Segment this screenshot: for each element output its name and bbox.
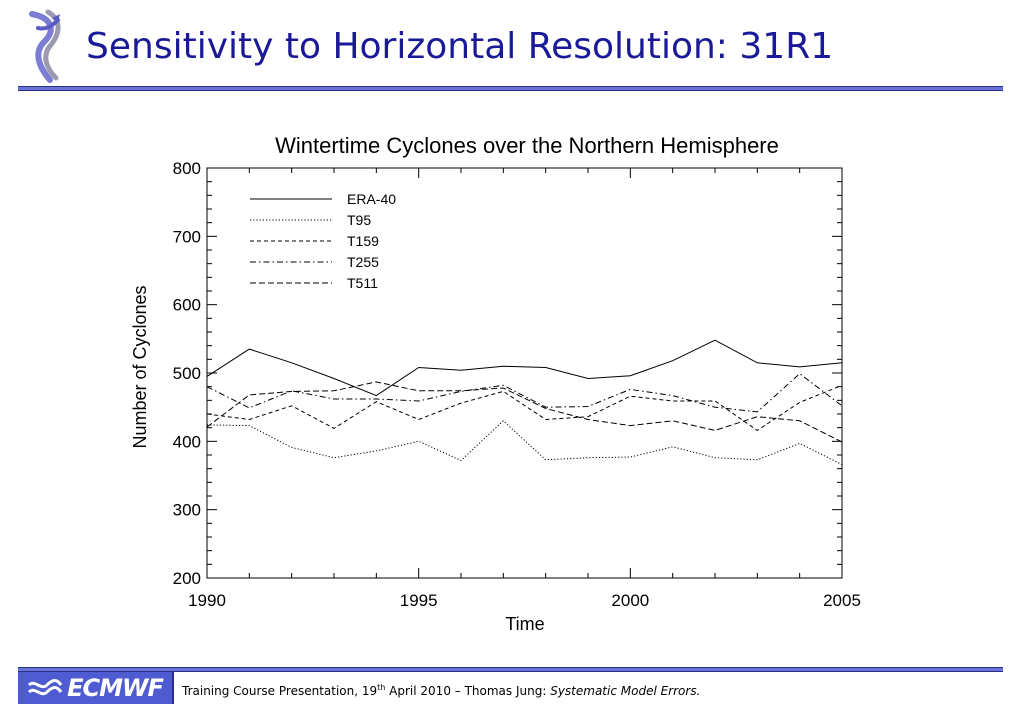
x-tick-label: 2005 — [823, 591, 861, 610]
legend-label-t511: T511 — [347, 275, 378, 291]
legend-label-era-40: ERA-40 — [347, 191, 396, 207]
footer-credit: Training Course Presentation, 19th April… — [182, 683, 700, 698]
ecmwf-swirl-logo-icon — [29, 9, 61, 83]
x-tick-label: 2000 — [611, 591, 649, 610]
y-tick-label: 400 — [173, 432, 201, 451]
x-axis-label: Time — [505, 614, 544, 634]
footer-credit-italic: Systematic Model Errors. — [550, 684, 701, 698]
series-line-t95 — [206, 420, 843, 466]
x-tick-label: 1990 — [188, 591, 226, 610]
legend-label-t255: T255 — [347, 254, 379, 270]
chart-title: Wintertime Cyclones over the Northern He… — [275, 133, 779, 158]
header-divider — [18, 86, 1003, 91]
slide-title: Sensitivity to Horizontal Resolution: 31… — [86, 26, 834, 67]
y-tick-label: 700 — [173, 227, 201, 246]
ecmwf-footer-logo: ECMWF — [18, 672, 174, 704]
plot-frame — [206, 167, 843, 579]
legend-label-t95: T95 — [347, 212, 371, 228]
cyclone-line-chart: Wintertime Cyclones over the Northern He… — [130, 133, 861, 634]
series-line-t511 — [206, 381, 843, 443]
y-axis-label: Number of Cyclones — [130, 285, 150, 448]
series-line-era-40 — [206, 339, 843, 397]
footer-credit-main: Training Course Presentation, 19 — [182, 684, 378, 698]
series-line-t255 — [206, 373, 843, 413]
ecmwf-wave-icon — [28, 679, 63, 696]
y-tick-label: 800 — [173, 159, 201, 178]
series-line-t159 — [206, 384, 843, 432]
axes-layer: 200 300 400 500 600 700 800 1990 1995 2000 2005 — [173, 159, 861, 610]
series-layer — [206, 339, 843, 466]
x-tick-label: 1995 — [400, 591, 438, 610]
y-tick-label: 500 — [173, 364, 201, 383]
chart-legend: ERA-40 T95 T159 T255 T511 — [250, 191, 396, 291]
y-tick-label: 200 — [173, 569, 201, 588]
y-tick-label: 300 — [173, 501, 201, 520]
footer-divider — [18, 667, 1003, 672]
ecmwf-logo-text: ECMWF — [67, 674, 164, 702]
legend-label-t159: T159 — [347, 233, 379, 249]
footer-credit-date: April 2010 – Thomas Jung: — [385, 684, 551, 698]
footer-credit-sup: th — [377, 683, 386, 692]
y-tick-label: 600 — [173, 296, 201, 315]
